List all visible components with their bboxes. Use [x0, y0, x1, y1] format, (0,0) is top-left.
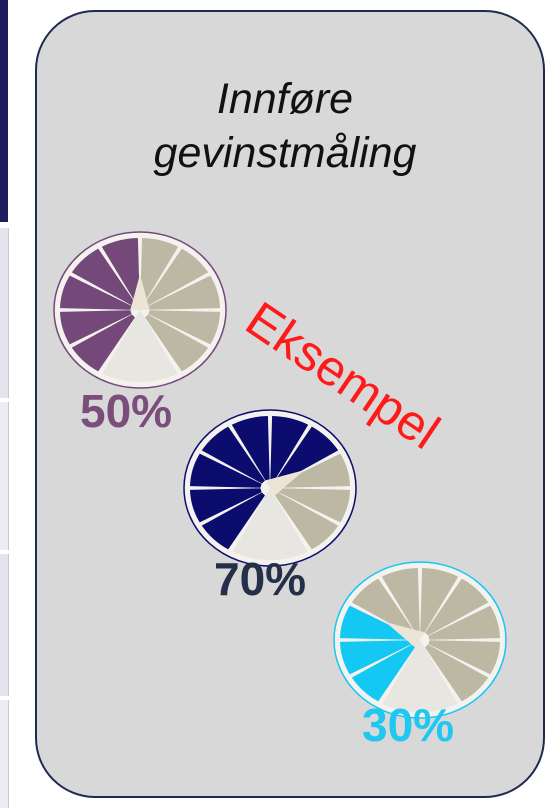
gauge-segment-empty	[145, 248, 209, 306]
gauge-arrow-icon	[385, 622, 425, 648]
gauge-segments	[190, 416, 350, 550]
left-strip-panel	[0, 554, 9, 696]
gauge-segment-empty	[278, 488, 350, 523]
gauge-segment-empty	[145, 314, 209, 372]
progress-gauge-1	[53, 231, 227, 389]
gauge-arrow-icon	[265, 470, 305, 496]
gauge-segment-filled	[190, 488, 262, 523]
gauge-segment-filled	[340, 640, 412, 675]
gauge-segment-empty	[428, 605, 500, 640]
gauge-percent-label-1: 50%	[80, 385, 173, 437]
gauge-segment-filled	[201, 426, 265, 484]
left-strip-panel	[0, 700, 9, 808]
progress-gauge-2	[183, 409, 357, 567]
gauge-segment-empty	[381, 568, 420, 633]
gauge-segment-empty	[278, 453, 350, 488]
gauge-segment-filled	[270, 416, 309, 481]
gauge-lower-wedge	[102, 310, 178, 383]
gauge-segments	[340, 568, 500, 702]
gauge-segment-empty	[428, 640, 500, 675]
gauge-arrow-icon	[130, 274, 150, 310]
gauge-segment-filled	[60, 310, 132, 345]
gauge-percent-label-3: 30%	[362, 699, 455, 751]
card-title-line-2: gevinstmåling	[153, 129, 417, 177]
gauge-segment-filled	[231, 416, 270, 481]
gauge-segment-filled	[71, 314, 135, 372]
gauge-segment-filled	[275, 426, 339, 484]
gauge-segments	[60, 238, 220, 372]
gauge-segment-filled	[101, 238, 140, 303]
gauge-segment-empty	[425, 644, 489, 702]
gauge-segment-filled	[351, 644, 415, 702]
gauge-percent-label-2: 70%	[214, 553, 307, 605]
gauge-segment-filled	[190, 453, 262, 488]
card-title-line-1: Innføre	[216, 75, 354, 123]
left-strip-dark	[0, 0, 8, 222]
gauge-segment-filled	[60, 275, 132, 310]
left-strip-panel	[0, 402, 9, 550]
card-title: Innføre gevinstmåling	[60, 72, 510, 180]
gauge-segment-empty	[425, 578, 489, 636]
gauge-segment-empty	[140, 238, 179, 303]
left-strip-panel	[0, 228, 9, 398]
gauge-segment-empty	[148, 275, 220, 310]
gauge-segment-empty	[351, 578, 415, 636]
gauge-segment-empty	[275, 492, 339, 550]
gauge-lower-wedge	[232, 488, 308, 561]
gauge-segment-filled	[340, 605, 412, 640]
gauge-segment-empty	[420, 568, 459, 633]
gauge-lower-wedge	[382, 640, 458, 713]
gauge-segment-empty	[148, 310, 220, 345]
progress-gauge-3	[333, 561, 507, 719]
gauge-segment-filled	[201, 492, 265, 550]
gauge-segment-filled	[71, 248, 135, 306]
